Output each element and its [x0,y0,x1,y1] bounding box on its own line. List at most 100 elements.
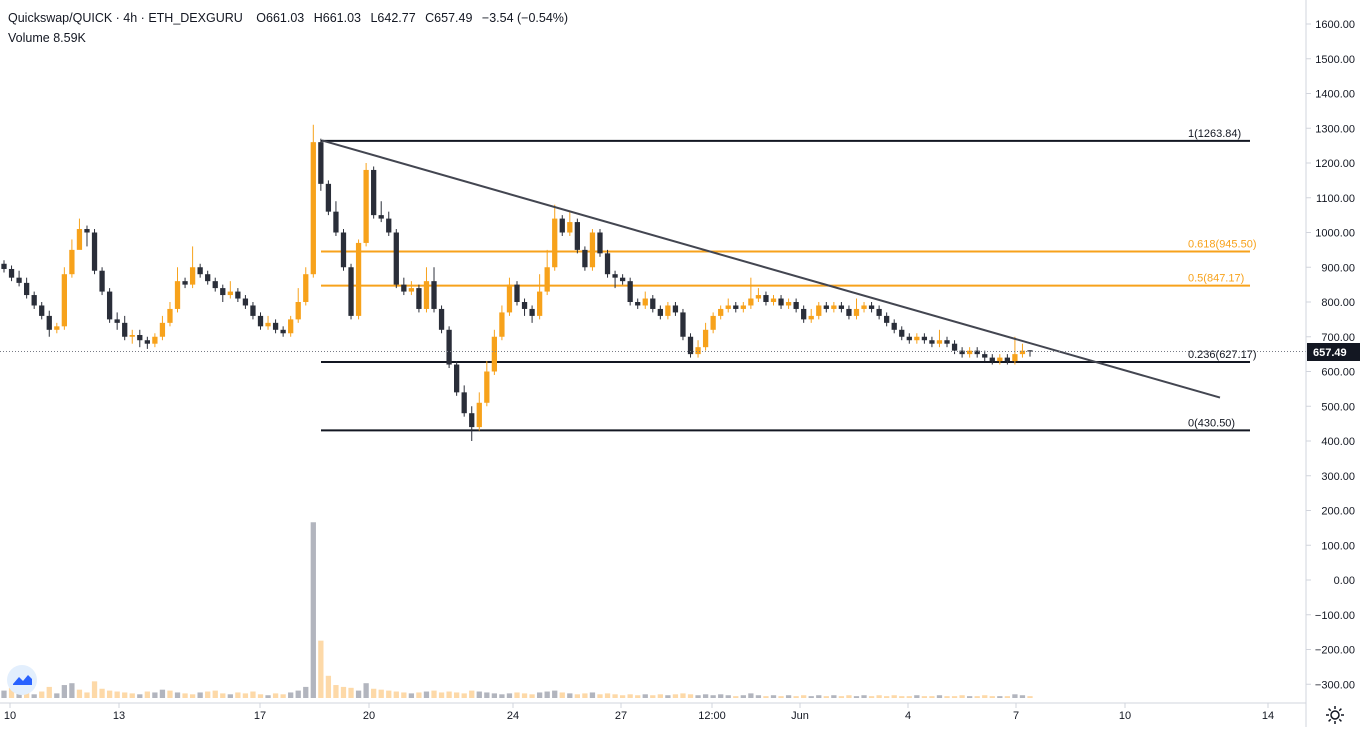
candle-body [454,364,460,393]
high-value: 661.03 [322,11,361,25]
candle-body [567,222,573,233]
candle-body [929,340,935,344]
candle [174,267,181,313]
volume-bar [174,692,181,698]
time-axis[interactable]: 10 13 17 20 24 27 12:00 Jun 4 7 10 14 [4,703,1274,722]
candle-body [612,274,618,278]
close-value: 657.49 [434,11,473,25]
tradingview-logo-icon[interactable] [6,664,38,696]
volume-bar [884,696,890,698]
candle [770,295,777,306]
candle-body [499,312,505,337]
candle-body [702,329,709,348]
candle-body [657,308,663,316]
candle-body [944,340,950,344]
candle [454,361,460,396]
candle-body [114,319,120,323]
candle [76,218,83,250]
volume-bar [257,694,264,698]
candle [891,319,897,334]
candle-body [235,291,241,299]
volume-bar [484,692,490,698]
volume-bar [197,692,203,698]
volume-bar [574,694,580,698]
candle [665,302,671,320]
candle [536,274,543,320]
volume-bar [529,694,535,698]
x-tick-label: 4 [905,710,911,722]
volume-bar [1004,696,1011,698]
last-price-tag: 657.49 [1307,343,1360,361]
volume-bar [401,692,407,698]
volume-bar [785,695,792,698]
volume-bar [167,690,173,698]
volume-bar [589,692,596,698]
volume-value: 8.59K [53,31,86,45]
candle [619,274,626,285]
ohlc-row: Quickswap/QUICK · 4h · ETH_DEXGURU O 661.… [8,8,568,28]
volume-bar [853,696,860,698]
volume-bar [997,696,1003,698]
candle [423,267,430,313]
candle [604,249,611,278]
volume-bar [114,691,120,698]
x-tick-label: 13 [113,710,125,722]
open-key: O [256,11,266,25]
candle-body [491,336,498,372]
candle [227,281,233,299]
candle [748,277,754,309]
candle [250,302,256,320]
candle-body [408,288,415,292]
settings-gear-icon[interactable] [1325,705,1345,725]
candle [959,347,965,358]
y-tick-label: 1200.00 [1315,158,1355,170]
candle [785,298,792,309]
volume-bar [672,694,679,698]
volume-bar [944,696,950,698]
volume-bar [733,696,739,698]
candle-body [642,298,648,306]
volume-bar [778,696,784,698]
candle-body [303,274,309,302]
candle-body [1,263,7,269]
volume-bar [265,695,271,698]
symbol-title[interactable]: Quickswap/QUICK · 4h · ETH_DEXGURU [8,11,243,25]
trendline[interactable] [321,139,1221,399]
price-axis[interactable]: 1600.00 1500.00 1400.00 1300.00 1200.00 1100.… [1306,19,1355,691]
candle [386,211,392,236]
candle [46,310,52,337]
candle-body [378,215,384,219]
volume-bar [929,696,935,698]
candle [733,302,739,313]
candle-body [310,142,316,275]
candle-body [891,322,897,330]
candle-body [936,340,943,344]
volume-bar [363,683,369,698]
volume-bar [288,692,294,698]
volume-bar [974,696,980,698]
candle [846,305,852,320]
candle-body [355,242,362,316]
candle-body [793,302,799,309]
candle [318,138,324,191]
candle-body [574,222,580,250]
candle [718,305,724,320]
candle [642,291,648,309]
volume-bar [76,689,83,698]
volume-bar [967,696,973,698]
volume-row: Volume 8.59K [8,28,568,48]
volume-bar [718,694,724,698]
volume-bar [31,694,37,698]
candle-body [174,281,181,309]
candle-body [46,315,52,330]
volume-bar [559,692,565,698]
candle [205,270,211,285]
candle-body [129,335,135,337]
candle-body [544,267,550,292]
volume-bar [212,690,218,698]
volume-bar [431,690,437,698]
candle [152,333,158,348]
candle-body [144,340,150,344]
candle [23,277,30,299]
